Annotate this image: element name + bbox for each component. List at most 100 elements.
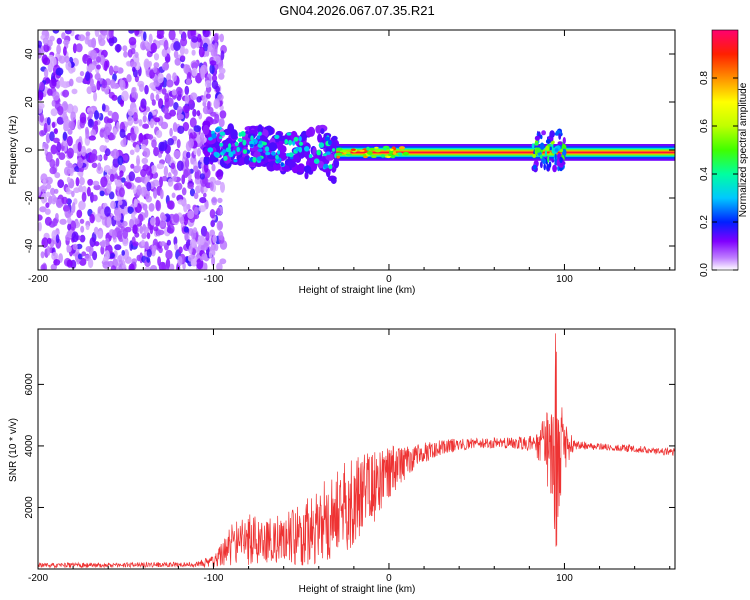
disturbance-blob bbox=[534, 135, 541, 141]
noise-blob bbox=[93, 91, 98, 102]
carrier-grain bbox=[392, 151, 397, 155]
signal-halo bbox=[273, 162, 281, 171]
colorbar-ticks: 0.0 0.2 0.4 0.6 0.8 bbox=[699, 71, 738, 277]
noise-blob bbox=[118, 259, 123, 270]
noise-blob bbox=[156, 163, 164, 170]
noise-blob bbox=[106, 183, 112, 194]
signal-peak bbox=[236, 146, 240, 153]
noise-blob bbox=[216, 220, 223, 231]
noise-blob bbox=[193, 165, 199, 173]
noise-blob bbox=[198, 46, 205, 58]
chart-title: GN04.2026.067.07.35.R21 bbox=[279, 3, 434, 18]
noise-blob bbox=[87, 258, 94, 269]
noise-blob bbox=[67, 217, 72, 225]
noise-blob bbox=[46, 245, 51, 256]
noise-blob bbox=[197, 33, 202, 43]
noise-blob bbox=[129, 218, 134, 229]
noise-blob bbox=[112, 83, 120, 90]
noise-blob bbox=[64, 30, 72, 35]
noise-blob bbox=[39, 206, 47, 213]
spectrogram-y-tick-label: 40 bbox=[24, 48, 35, 60]
noise-blob bbox=[161, 88, 167, 95]
noise-blob bbox=[79, 177, 85, 186]
noise-blob bbox=[72, 243, 78, 251]
signal-peak bbox=[242, 139, 247, 146]
noise-blob bbox=[155, 93, 160, 101]
signal-peak bbox=[257, 148, 263, 152]
carrier-grain bbox=[336, 155, 341, 159]
noise-blob bbox=[143, 147, 151, 158]
signal-halo bbox=[317, 133, 323, 143]
noise-blob bbox=[177, 125, 185, 134]
noise-blob bbox=[93, 184, 101, 191]
noise-blob bbox=[207, 43, 215, 53]
snr-y-tick-label: 6000 bbox=[24, 373, 35, 396]
noise-blob bbox=[90, 83, 97, 92]
noise-blob bbox=[181, 187, 187, 196]
noise-blob bbox=[191, 62, 198, 71]
noise-blob bbox=[38, 91, 44, 101]
noise-blob bbox=[88, 135, 97, 141]
spectrogram-ylabel: Frequency (Hz) bbox=[8, 116, 19, 185]
noise-blob bbox=[209, 63, 215, 75]
signal-peak bbox=[228, 143, 232, 149]
noise-blob bbox=[144, 60, 149, 71]
noise-blob bbox=[128, 36, 137, 46]
noise-blob bbox=[49, 166, 57, 175]
noise-blob bbox=[157, 256, 162, 267]
noise-blob bbox=[84, 36, 89, 45]
noise-blob bbox=[141, 239, 145, 247]
noise-blob bbox=[217, 197, 223, 204]
noise-blob bbox=[55, 213, 59, 220]
noise-blob bbox=[217, 93, 224, 101]
noise-blob bbox=[43, 122, 48, 134]
noise-blob bbox=[121, 250, 125, 256]
noise-blob bbox=[148, 33, 153, 44]
noise-blob bbox=[97, 162, 102, 171]
signal-halo bbox=[268, 142, 278, 152]
signal-peak bbox=[295, 146, 299, 152]
noise-blob bbox=[196, 96, 202, 103]
snr-ylabel: SNR (10 * v/v) bbox=[8, 418, 19, 482]
noise-blob bbox=[213, 42, 218, 52]
noise-blob bbox=[184, 48, 189, 55]
noise-blob bbox=[53, 137, 60, 144]
signal-halo bbox=[281, 165, 290, 172]
noise-blob bbox=[198, 205, 207, 213]
noise-blob bbox=[168, 30, 176, 41]
noise-blob bbox=[155, 199, 160, 211]
signal-peak bbox=[275, 154, 279, 160]
noise-blob bbox=[103, 116, 110, 124]
noise-blob bbox=[220, 181, 225, 193]
disturbance-blob bbox=[535, 147, 541, 153]
noise-blob bbox=[150, 42, 157, 54]
noise-blob bbox=[66, 103, 74, 114]
noise-blob bbox=[179, 44, 185, 56]
noise-blob bbox=[196, 258, 204, 270]
noise-blob bbox=[99, 54, 105, 66]
spectrogram-x-tick-label: 0 bbox=[386, 274, 392, 285]
signal-halo bbox=[333, 158, 340, 169]
noise-blob bbox=[65, 60, 72, 71]
noise-blob bbox=[131, 66, 136, 73]
noise-blob bbox=[57, 179, 65, 189]
noise-blob bbox=[67, 245, 72, 253]
noise-blob bbox=[209, 60, 217, 66]
noise-blob bbox=[112, 128, 118, 136]
noise-blob bbox=[50, 194, 57, 205]
noise-blob bbox=[189, 117, 197, 128]
noise-blob bbox=[175, 86, 183, 95]
noise-blob bbox=[120, 98, 124, 107]
noise-blob bbox=[180, 55, 186, 61]
noise-blob bbox=[143, 226, 149, 234]
disturbance-blob bbox=[545, 139, 551, 144]
noise-blob bbox=[212, 234, 217, 244]
noise-blob bbox=[57, 105, 64, 116]
signal-halo bbox=[331, 135, 338, 141]
noise-blob bbox=[209, 181, 214, 192]
noise-blob bbox=[171, 192, 176, 199]
noise-blob bbox=[214, 243, 219, 252]
noise-blob bbox=[127, 206, 134, 214]
signal-peak bbox=[261, 141, 267, 146]
noise-blob bbox=[43, 68, 49, 78]
